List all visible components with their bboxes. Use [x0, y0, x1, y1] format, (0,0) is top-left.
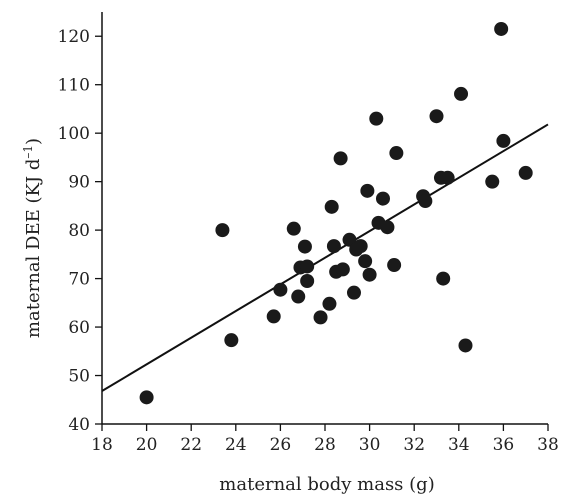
- data-point: [429, 109, 444, 124]
- y-axis-title-suffix: ): [23, 138, 44, 145]
- x-tick-label: 28: [314, 435, 336, 455]
- data-point: [313, 310, 328, 325]
- y-tick-label: 70: [68, 270, 90, 290]
- data-point: [291, 289, 306, 304]
- y-tick-label: 110: [58, 76, 90, 96]
- data-point: [375, 191, 390, 206]
- data-point: [369, 111, 384, 126]
- y-tick-label: 50: [68, 367, 90, 387]
- x-axis-title: maternal body mass (g): [219, 474, 434, 495]
- data-point: [389, 146, 404, 161]
- data-point: [335, 262, 350, 277]
- x-tick-label: 18: [91, 435, 113, 455]
- y-tick-label: 40: [68, 415, 90, 435]
- data-point: [362, 267, 377, 282]
- x-tick-label: 24: [225, 435, 247, 455]
- x-tick-label: 20: [136, 435, 158, 455]
- tick-marks: [95, 35, 549, 431]
- tick-labels: 18 20 22 24 26 28 30 32 34 36 38 40 50 60 70 80 90 100 110…: [58, 27, 559, 455]
- y-tick-label: 90: [68, 173, 90, 193]
- x-tick-label: 22: [180, 435, 202, 455]
- data-point: [266, 309, 281, 324]
- data-point: [333, 151, 348, 166]
- data-point: [286, 221, 301, 236]
- data-point: [485, 174, 500, 189]
- data-point: [224, 333, 239, 348]
- regression-line: [101, 123, 549, 392]
- data-point: [436, 271, 451, 286]
- y-tick-label: 80: [68, 221, 90, 241]
- data-point: [380, 220, 395, 235]
- data-point: [300, 274, 315, 289]
- x-tick-label: 32: [403, 435, 425, 455]
- data-point: [494, 21, 509, 36]
- data-point: [273, 282, 288, 297]
- data-points: [139, 21, 533, 405]
- data-point: [324, 199, 339, 214]
- y-tick-label: 120: [58, 27, 90, 47]
- data-point: [387, 258, 402, 273]
- data-point: [358, 254, 373, 269]
- data-point: [215, 223, 230, 238]
- data-point: [300, 259, 315, 274]
- y-tick-label: 100: [58, 124, 90, 144]
- data-point: [353, 239, 368, 254]
- y-axis-title: maternal DEE (KJ d–1): [21, 138, 44, 338]
- data-point: [454, 86, 469, 101]
- y-axis-title-main: maternal DEE (KJ d: [23, 159, 44, 338]
- y-tick-label: 60: [68, 318, 90, 338]
- data-point: [360, 183, 375, 198]
- x-tick-label: 36: [493, 435, 515, 455]
- x-tick-label: 30: [359, 435, 381, 455]
- data-point: [440, 170, 455, 185]
- axes: [101, 12, 548, 425]
- regression-line-group: [101, 123, 549, 392]
- data-point: [496, 133, 511, 148]
- x-tick-label: 26: [270, 435, 292, 455]
- x-tick-label: 38: [537, 435, 559, 455]
- data-point: [418, 194, 433, 209]
- y-axis-title-superscript: –1: [21, 145, 35, 159]
- data-point: [346, 285, 361, 300]
- data-point: [518, 165, 533, 180]
- data-point: [297, 239, 312, 254]
- data-point: [322, 296, 337, 311]
- data-point: [458, 338, 473, 353]
- data-point: [326, 239, 341, 254]
- x-tick-label: 34: [448, 435, 470, 455]
- data-point: [139, 390, 154, 405]
